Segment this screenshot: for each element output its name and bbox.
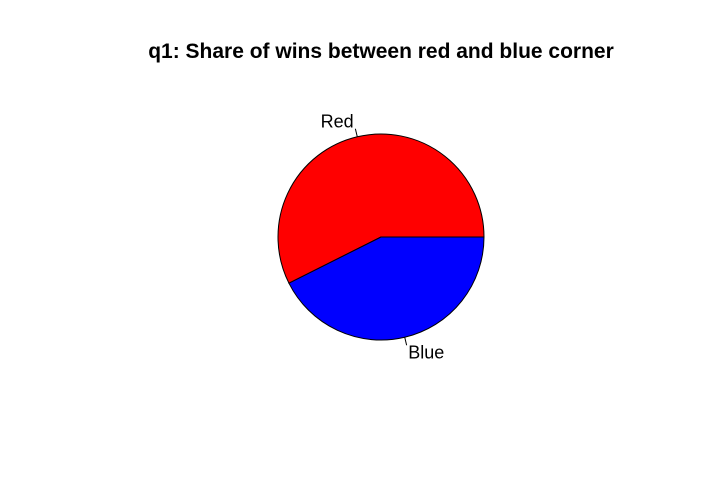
- pie-leader-red: [354, 128, 358, 137]
- chart-title: q1: Share of wins between red and blue c…: [148, 40, 614, 63]
- pie-slice-blue: [288, 236, 485, 341]
- pie-label-blue: Blue: [408, 342, 444, 362]
- pie-label-red: Red: [321, 112, 354, 132]
- pie-labels: Red Blue: [321, 112, 445, 363]
- pie-slices: [277, 133, 485, 341]
- pie-leader-blue: [404, 337, 408, 346]
- pie-slice-red: [277, 133, 485, 284]
